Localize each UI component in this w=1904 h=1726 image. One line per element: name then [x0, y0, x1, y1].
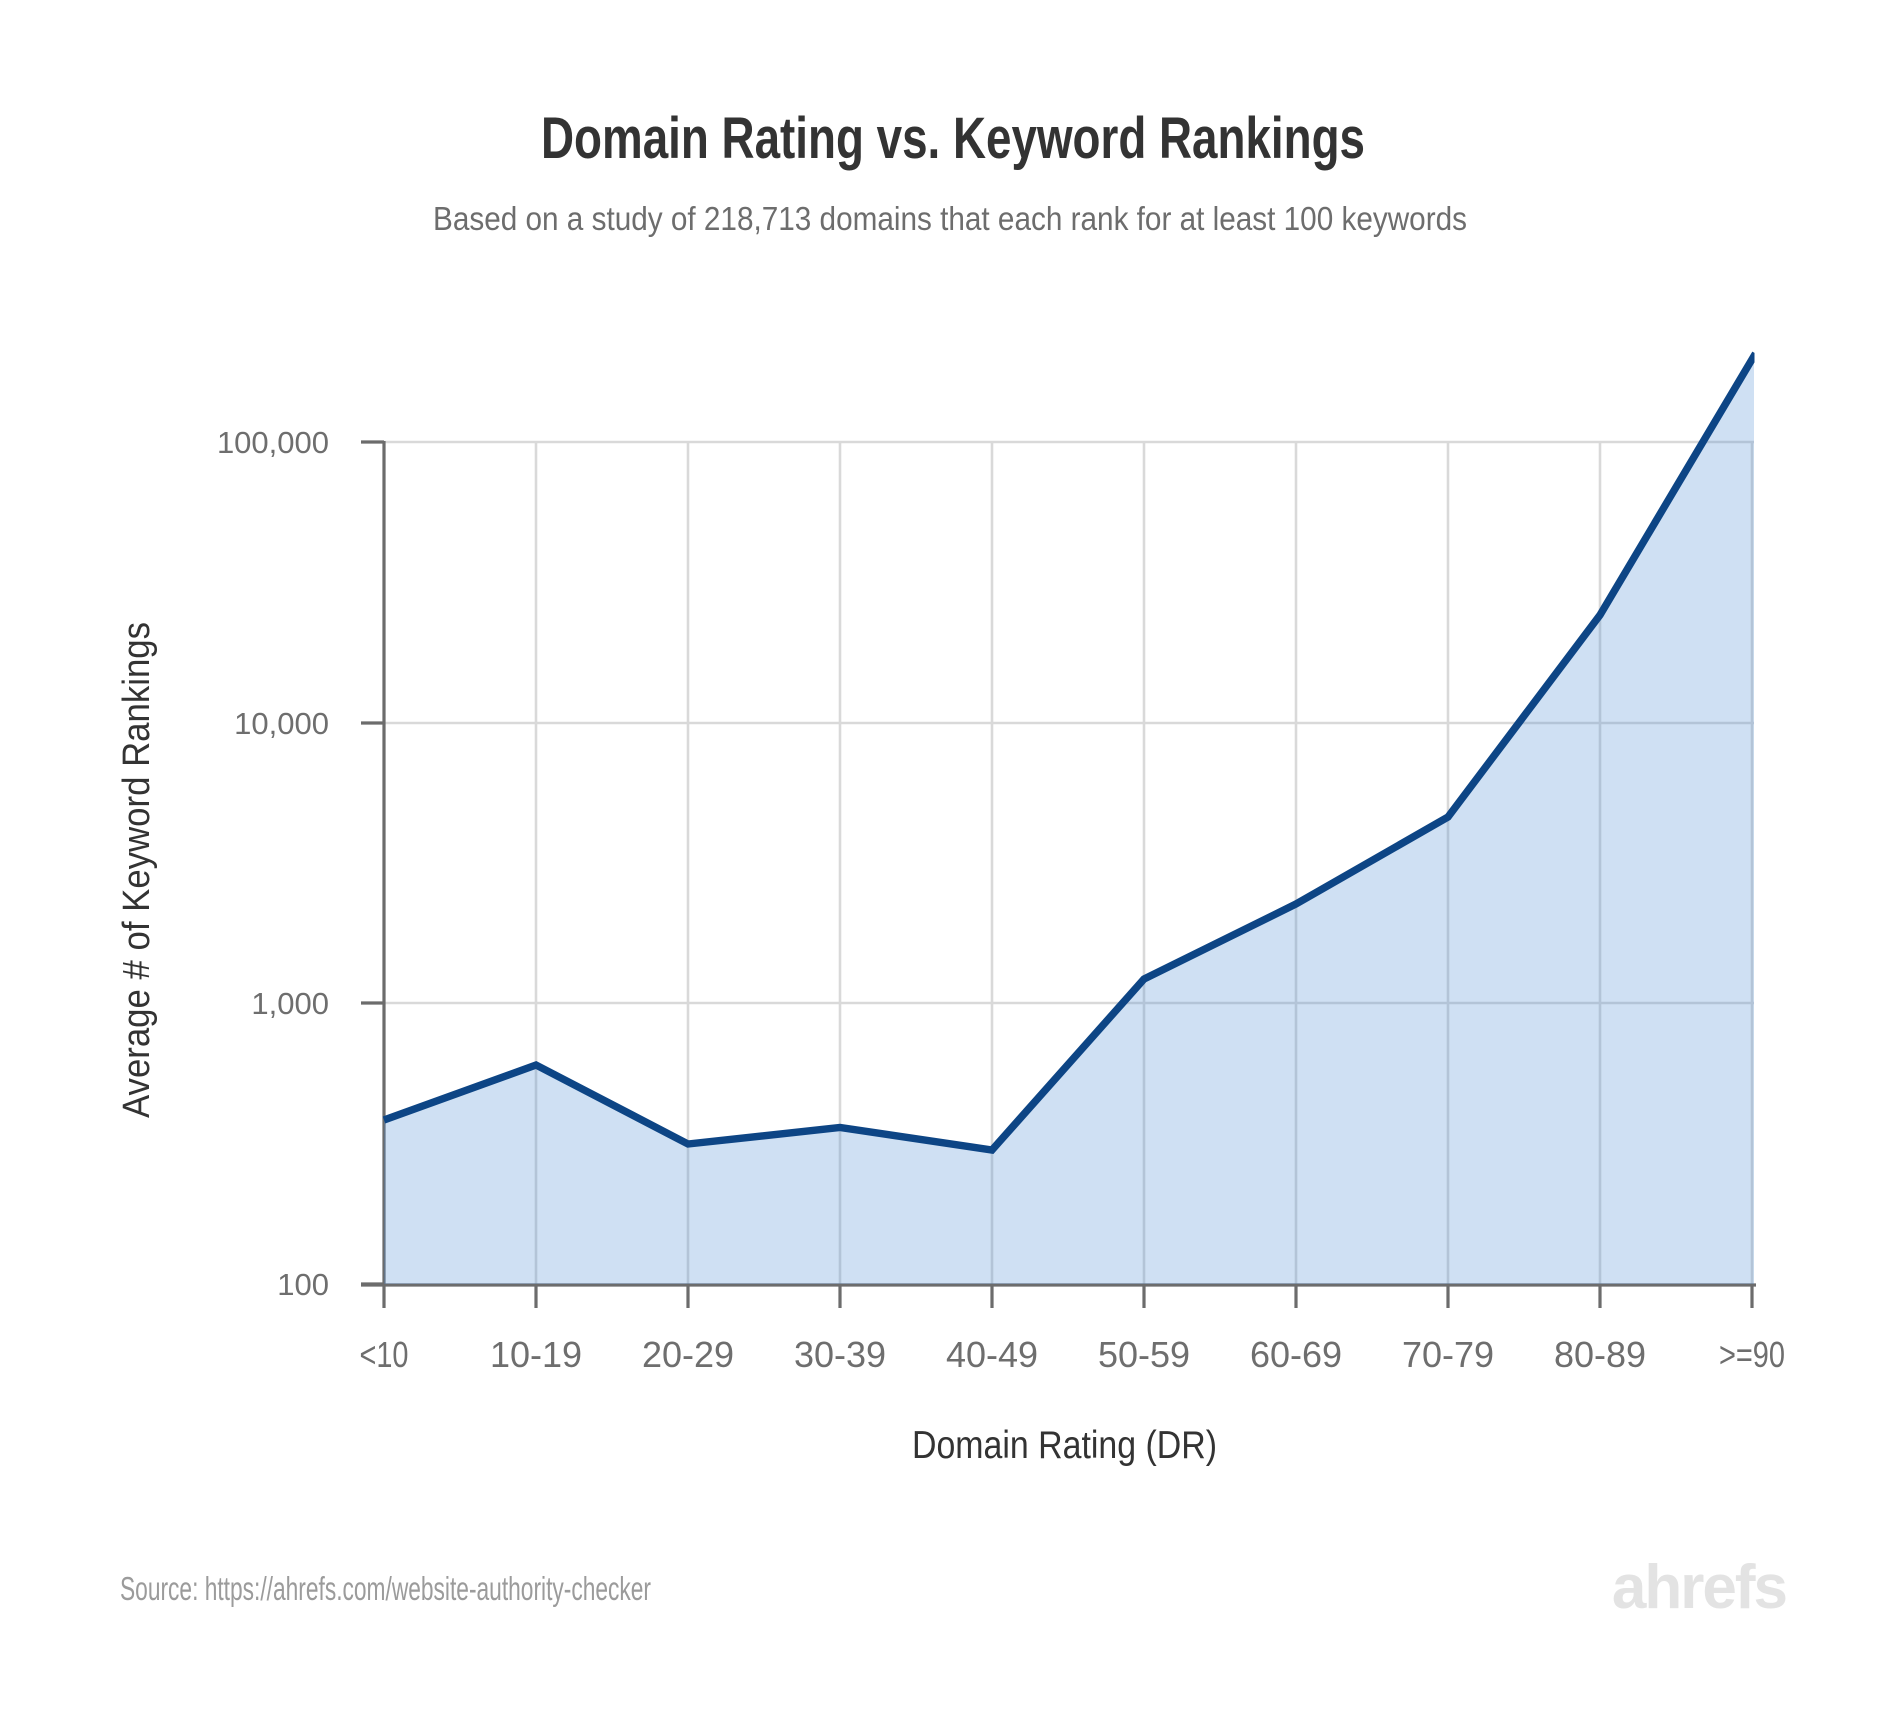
- svg-text:>=90: >=90: [1719, 1334, 1785, 1375]
- svg-text:70-79: 70-79: [1402, 1334, 1494, 1375]
- svg-text:100,000: 100,000: [217, 425, 329, 460]
- svg-text:40-49: 40-49: [946, 1334, 1038, 1375]
- svg-text:Based on a study of 218,713 do: Based on a study of 218,713 domains that…: [433, 200, 1467, 237]
- svg-text:1,000: 1,000: [251, 986, 329, 1021]
- svg-text:60-69: 60-69: [1250, 1334, 1342, 1375]
- svg-text:ahrefs: ahrefs: [1612, 1553, 1786, 1622]
- svg-text:Source: https://ahrefs.com/web: Source: https://ahrefs.com/website-autho…: [120, 1570, 651, 1607]
- svg-text:30-39: 30-39: [794, 1334, 886, 1375]
- svg-text:20-29: 20-29: [642, 1334, 734, 1375]
- svg-text:Average # of Keyword Rankings: Average # of Keyword Rankings: [116, 622, 158, 1118]
- svg-text:Domain Rating (DR): Domain Rating (DR): [912, 1424, 1217, 1467]
- svg-text:Domain Rating vs. Keyword Rank: Domain Rating vs. Keyword Rankings: [541, 106, 1365, 171]
- svg-text:10-19: 10-19: [490, 1334, 582, 1375]
- svg-text:50-59: 50-59: [1098, 1334, 1190, 1375]
- svg-text:10,000: 10,000: [234, 706, 329, 741]
- svg-text:80-89: 80-89: [1554, 1334, 1646, 1375]
- svg-text:<10: <10: [360, 1334, 409, 1375]
- svg-text:100: 100: [277, 1267, 329, 1302]
